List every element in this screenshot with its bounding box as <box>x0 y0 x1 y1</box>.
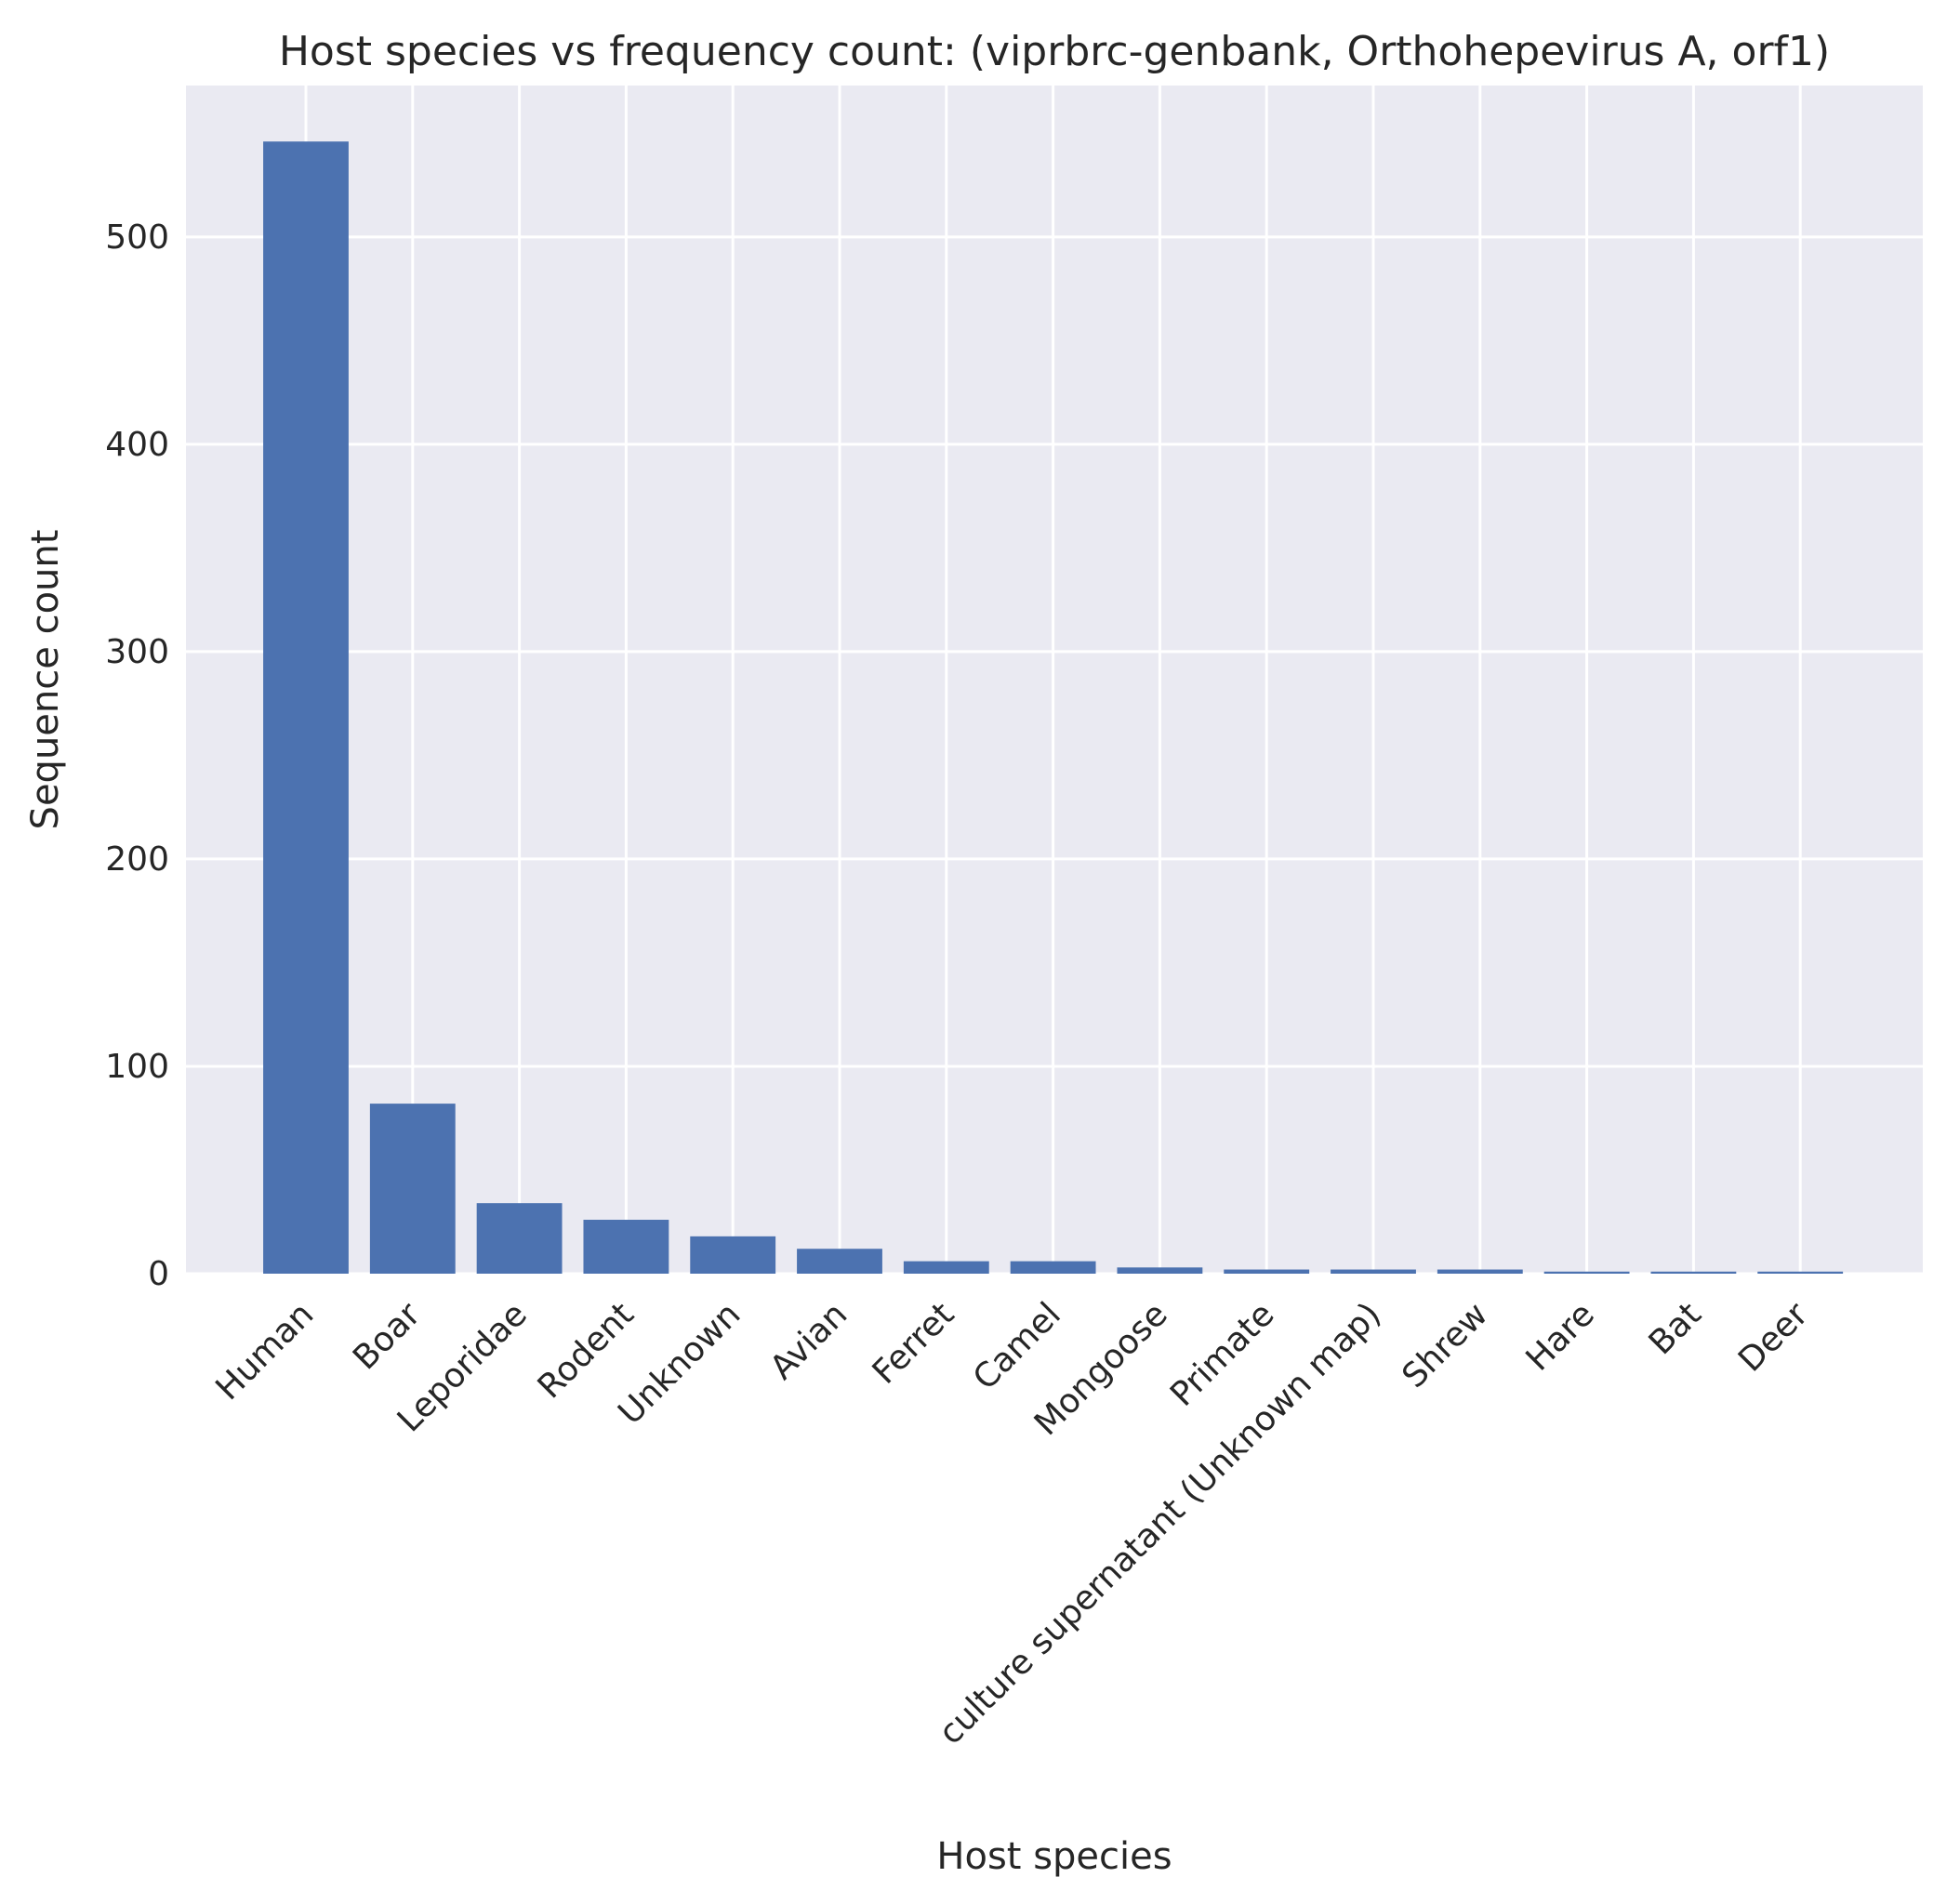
y-tick-label: 400 <box>105 426 169 464</box>
y-tick-label: 200 <box>105 840 169 879</box>
bars <box>263 141 1844 1275</box>
bar-mongoose <box>1117 1267 1203 1274</box>
bar-boar <box>369 1104 456 1274</box>
bar-avian <box>797 1249 882 1274</box>
bar-culture-supernatant-unknown-map <box>1331 1269 1416 1274</box>
y-tick-labels: 0 100 200 300 400 500 <box>105 218 169 1293</box>
bar-deer <box>1757 1271 1844 1274</box>
y-tick-label: 500 <box>105 218 169 257</box>
bar-rodent <box>583 1220 669 1274</box>
chart-title: Host species vs frequency count: (viprbr… <box>279 28 1830 75</box>
bar-bat <box>1650 1271 1737 1274</box>
bar-leporidae <box>476 1203 563 1274</box>
y-tick-label: 300 <box>105 633 169 671</box>
bar-shrew <box>1437 1269 1523 1274</box>
bar-human <box>263 141 349 1275</box>
bar-ferret <box>903 1261 989 1274</box>
bar-primate <box>1224 1269 1310 1274</box>
bar-unknown <box>690 1236 776 1274</box>
bar-hare <box>1543 1271 1630 1274</box>
y-tick-label: 0 <box>148 1255 169 1293</box>
bar-camel <box>1010 1261 1096 1274</box>
y-axis-label: Sequence count <box>24 530 67 830</box>
x-axis-label: Host species <box>936 1835 1172 1878</box>
y-tick-label: 100 <box>105 1048 169 1086</box>
